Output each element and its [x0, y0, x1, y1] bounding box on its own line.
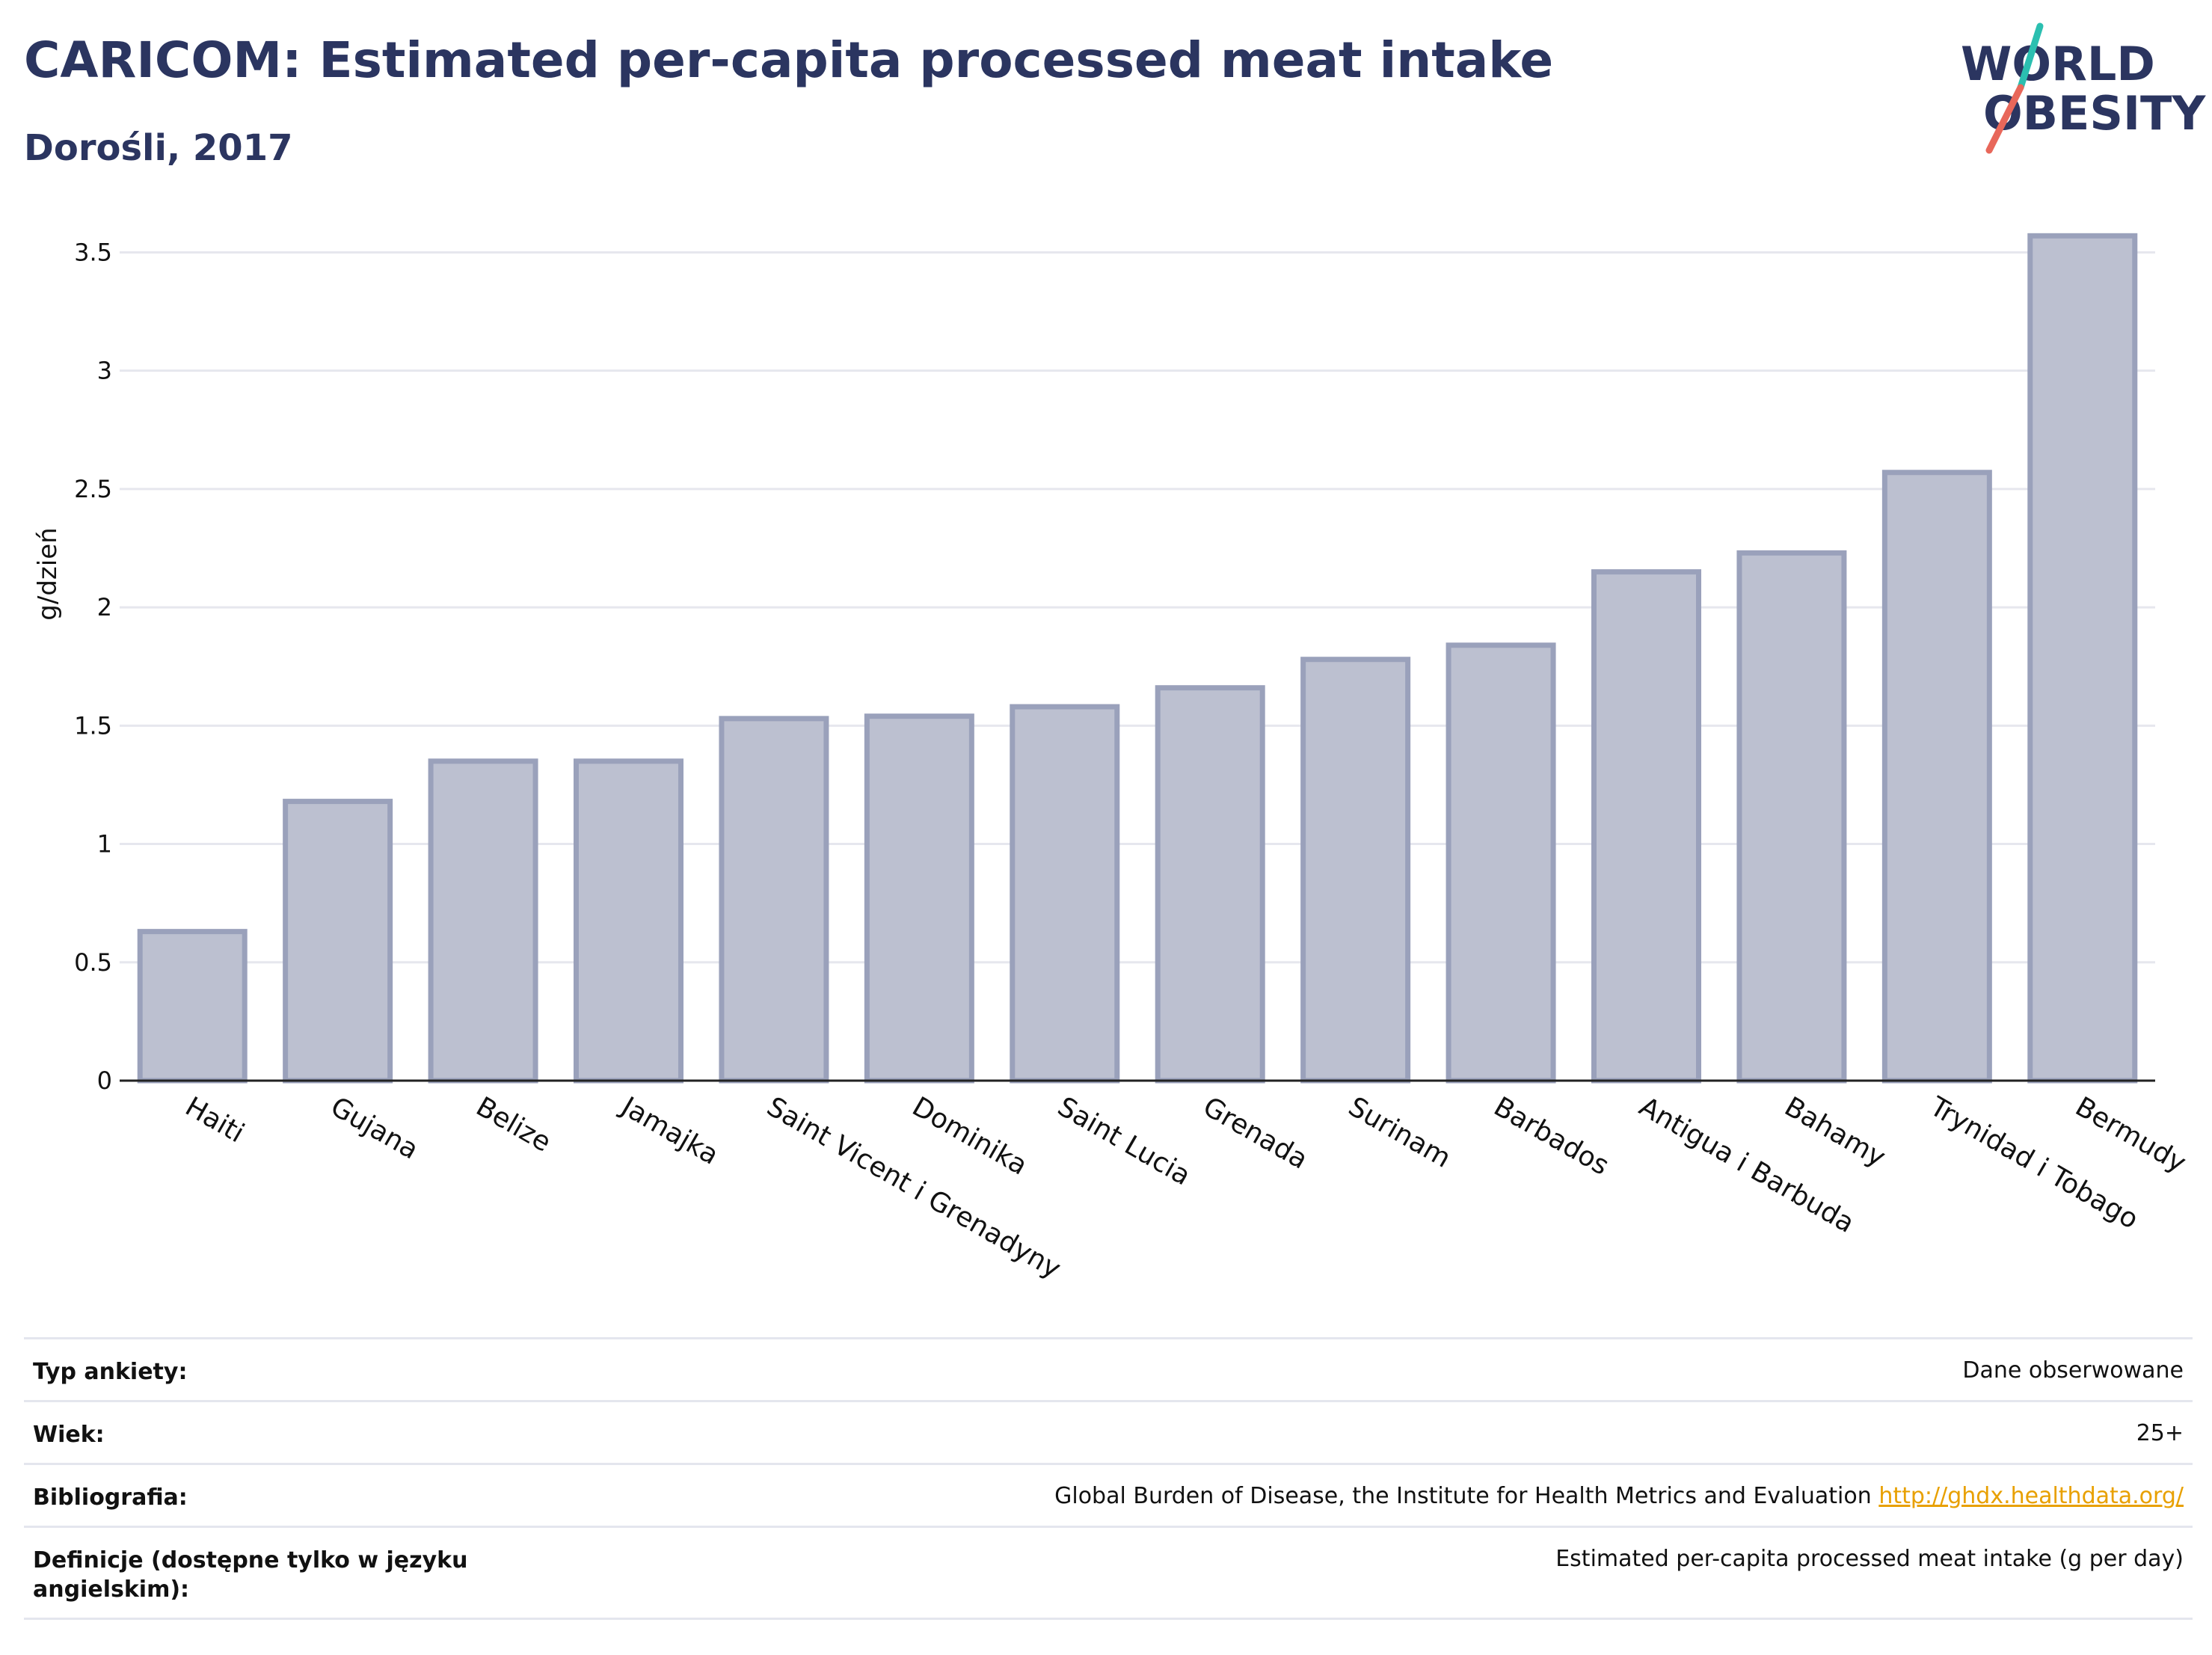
- x-tick-label: Belize: [471, 1091, 556, 1158]
- info-value: Global Burden of Disease, the Institute …: [1054, 1483, 2184, 1509]
- info-table: Typ ankiety: Dane obserwowane Wiek: 25+ …: [24, 1337, 2193, 1620]
- bar: [1446, 642, 1556, 1084]
- bibliography-text: Global Burden of Disease, the Institute …: [1054, 1483, 1872, 1509]
- bar: [137, 929, 248, 1084]
- x-tick-label: Saint Lucia: [1052, 1091, 1195, 1191]
- info-row-survey-type: Typ ankiety: Dane obserwowane: [24, 1337, 2193, 1400]
- info-label: Typ ankiety:: [33, 1359, 188, 1385]
- x-tick-label: Barbados: [1489, 1091, 1615, 1182]
- chart-subtitle: Dorośli, 2017: [24, 127, 293, 169]
- info-row-age: Wiek: 25+: [24, 1400, 2193, 1463]
- x-tick-label: Bahamy: [1779, 1091, 1890, 1173]
- bar: [428, 758, 538, 1084]
- chart-title: CARICOM: Estimated per-capita processed …: [24, 31, 1554, 89]
- info-value: 25+: [2136, 1420, 2184, 1446]
- y-tick-label: 3.5: [74, 238, 112, 266]
- x-tick-label: Dominika: [907, 1091, 1033, 1181]
- y-tick-labels: 0 0.5 1 1.5 2 2.5 3 3.5: [74, 238, 112, 1095]
- y-tick-label: 0: [97, 1066, 112, 1095]
- info-value: Estimated per-capita processed meat inta…: [1555, 1546, 2184, 1572]
- info-row-bibliography: Bibliografia: Global Burden of Disease, …: [24, 1463, 2193, 1526]
- y-tick-label: 0.5: [74, 948, 112, 977]
- x-tick-label: Jamajka: [615, 1090, 723, 1171]
- y-axis-title: g/dzień: [33, 527, 63, 620]
- bar: [1736, 550, 1847, 1084]
- bar: [1591, 569, 1701, 1084]
- info-row-definitions: Definicje (dostępne tylko w języku angie…: [24, 1526, 2193, 1620]
- x-tick-label: Haiti: [180, 1091, 250, 1149]
- logo-slash-top: [2017, 22, 2044, 91]
- x-tick-label: Gujana: [325, 1091, 423, 1165]
- bar: [719, 716, 829, 1084]
- bar: [2027, 233, 2138, 1084]
- bar: [574, 758, 683, 1084]
- bar: [283, 799, 393, 1084]
- x-tick-label: Bermudy: [2070, 1091, 2191, 1179]
- bar: [864, 713, 974, 1084]
- x-tick-label: Surinam: [1343, 1091, 1456, 1174]
- bar: [1881, 470, 1992, 1084]
- y-tick-label: 2: [97, 593, 112, 621]
- y-tick-label: 3: [97, 357, 112, 385]
- gridlines: [120, 251, 2155, 964]
- y-tick-label: 1: [97, 830, 112, 859]
- info-label: Wiek:: [33, 1422, 105, 1448]
- info-label: Bibliografia:: [33, 1484, 188, 1511]
- logo-line-world: WORLD: [1961, 37, 2155, 91]
- bibliography-link[interactable]: http://ghdx.healthdata.org/: [1878, 1483, 2184, 1509]
- x-tick-labels: Haiti Gujana Belize Jamajka Saint Vicent i G…: [180, 1090, 2191, 1285]
- y-tick-label: 1.5: [74, 711, 112, 740]
- bar-chart: 0 0.5 1 1.5 2 2.5 3 3.5 Haiti Gujana Belize Jamajk…: [33, 233, 2191, 1285]
- y-tick-label: 2.5: [74, 475, 112, 503]
- bar: [1155, 685, 1265, 1084]
- logo-slash-bottom: [1985, 84, 2024, 154]
- world-obesity-logo: WORLD OBESITY: [1961, 22, 2206, 154]
- info-value: Dane obserwowane: [1962, 1357, 2184, 1384]
- bars: [137, 233, 2138, 1084]
- x-tick-label: Grenada: [1198, 1091, 1313, 1175]
- info-label: Definicje (dostępne tylko w języku angie…: [33, 1547, 468, 1603]
- bar: [1010, 704, 1120, 1084]
- bar: [1300, 657, 1411, 1084]
